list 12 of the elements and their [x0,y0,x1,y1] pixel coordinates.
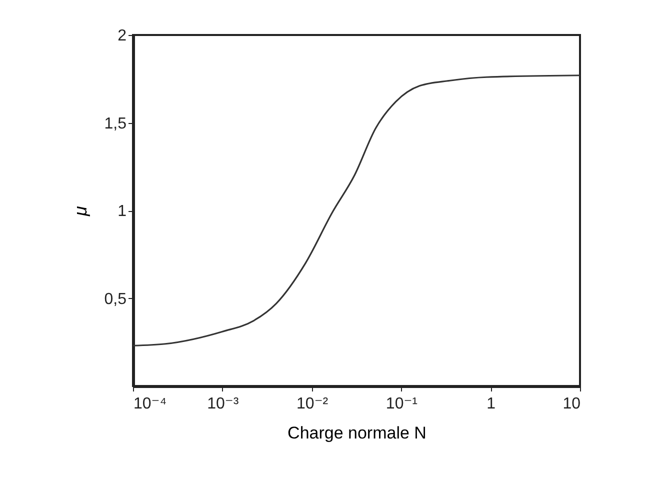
y-axis-title: μ [70,206,90,217]
x-axis-title: Charge normale N [288,424,426,442]
y-tick-label: 1 [118,203,127,220]
y-tick-label: 0,5 [104,290,127,308]
x-tick-label: 1 [486,396,496,412]
y-tick-label: 2 [118,28,127,44]
x-tick-label: 10 [562,396,581,412]
x-tick-label: 10⁻¹ [386,396,418,412]
x-tick-label: 10⁻³ [207,396,240,412]
y-tick-label: 1,5 [104,115,127,132]
x-tick-label: 10⁻⁴ [134,396,167,412]
x-tick-label: 10⁻² [296,396,329,412]
